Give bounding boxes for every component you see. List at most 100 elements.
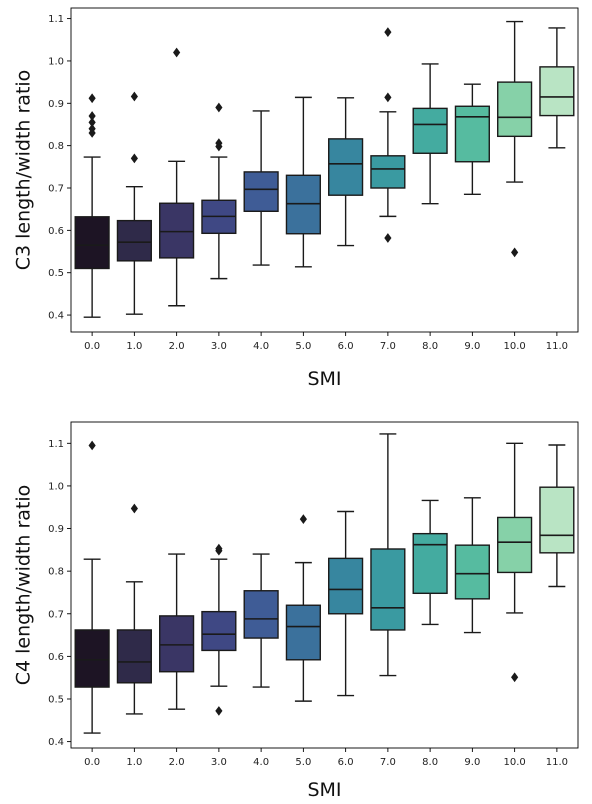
x-tick-label: 9.0 [464,757,480,768]
box-c4-smi-8 [412,499,448,626]
outlier-point [130,503,138,514]
box-body [328,557,364,615]
box-c4-smi-6 [328,510,364,697]
outlier-point [384,92,392,103]
y-tick-label: 0.5 [48,268,64,279]
box-c4-smi-10 [497,442,533,683]
box-body [159,202,195,259]
x-axis-label: SMI [307,368,341,390]
box-body [159,615,195,673]
box-body [285,604,321,661]
box-c3-smi-2 [159,47,195,307]
box-c4-smi-5 [285,514,321,702]
box-c3-smi-6 [328,97,364,247]
y-tick-label: 0.6 [48,226,64,237]
box-body [74,216,110,270]
y-tick-label: 0.8 [48,567,64,578]
box-body [412,107,448,154]
y-tick-label: 0.8 [48,141,64,152]
x-tick-label: 4.0 [253,757,269,768]
x-tick-label: 11.0 [546,341,568,352]
y-tick-label: 0.4 [48,737,64,748]
outlier-point [173,47,181,58]
box-c4-smi-11 [539,444,575,588]
outlier-point [511,672,519,683]
x-tick-label: 5.0 [295,757,311,768]
box-c3-smi-7 [370,27,406,243]
box-c3-smi-4 [243,110,279,266]
x-tick-label: 8.0 [422,341,438,352]
x-tick-label: 6.0 [338,757,354,768]
x-tick-label: 1.0 [126,757,142,768]
y-tick-label: 0.5 [48,694,64,705]
box-body [454,105,490,163]
y-axis-label: C3 length/width ratio [13,70,35,271]
box-c4-smi-9 [454,497,490,634]
outlier-point [215,102,223,113]
box-body [201,610,237,652]
x-tick-label: 9.0 [464,341,480,352]
outlier-point [88,93,96,104]
outlier-point [215,543,223,554]
box-body [497,81,533,138]
outlier-point [88,111,96,121]
y-tick-label: 1.1 [48,439,64,450]
x-tick-label: 0.0 [84,341,100,352]
box-body [539,486,575,554]
outlier-point [384,27,392,38]
x-tick-label: 8.0 [422,757,438,768]
x-tick-label: 2.0 [169,757,185,768]
box-body [116,629,152,684]
y-tick-label: 0.4 [48,311,64,322]
box-c3-smi-5 [285,96,321,268]
x-tick-label: 6.0 [338,341,354,352]
x-axis-label: SMI [307,779,341,801]
x-tick-label: 4.0 [253,341,269,352]
x-tick-label: 11.0 [546,757,568,768]
box-body [328,138,364,196]
y-tick-label: 0.9 [48,524,64,535]
chart-c3-panel: 0.4 0.5 0.6 0.7 0.8 0.9 1.0 1.1 0.0 1.0 2.0 3.0 4.0 5… [13,7,579,390]
box-c4-smi-1 [116,503,152,715]
box-c3-smi-0 [74,93,110,318]
x-tick-label: 7.0 [380,341,396,352]
outlier-point [299,514,307,525]
outlier-point [130,153,138,164]
box-body [285,174,321,235]
plot-frame [70,7,579,333]
y-tick-label: 0.7 [48,609,64,620]
y-tick-label: 1.0 [48,56,64,67]
y-axis-label: C4 length/width ratio [13,485,35,686]
box-c3-smi-3 [201,102,237,280]
x-tick-label: 2.0 [169,341,185,352]
box-c4-smi-3 [201,543,237,716]
box-c3-smi-9 [454,83,490,196]
plot-frame [70,421,579,749]
box-c3-smi-8 [412,63,448,205]
chart-c4-panel: 0.4 0.5 0.6 0.7 0.8 0.9 1.0 1.1 0.0 1.0 2.0 3.0 4.0 5… [13,421,579,801]
box-body [370,548,406,631]
box-c3-smi-10 [497,20,533,258]
outlier-point [384,233,392,243]
x-tick-label: 1.0 [126,341,142,352]
x-tick-label: 3.0 [211,757,227,768]
box-c4-smi-0 [74,440,110,734]
outlier-point [88,440,96,451]
box-c4-smi-2 [159,553,195,710]
x-tick-label: 3.0 [211,341,227,352]
outlier-point [130,91,138,102]
x-tick-label: 10.0 [503,341,525,352]
outlier-point [511,247,519,258]
x-tick-label: 10.0 [503,757,525,768]
box-body [497,516,533,574]
y-tick-label: 0.9 [48,99,64,110]
y-tick-label: 0.6 [48,652,64,663]
box-body [370,155,406,189]
x-tick-label: 0.0 [84,757,100,768]
box-c4-smi-7 [370,433,406,677]
outlier-point [215,706,223,716]
outlier-point [88,123,96,134]
box-c3-smi-11 [539,27,575,149]
outlier-point [88,117,96,128]
